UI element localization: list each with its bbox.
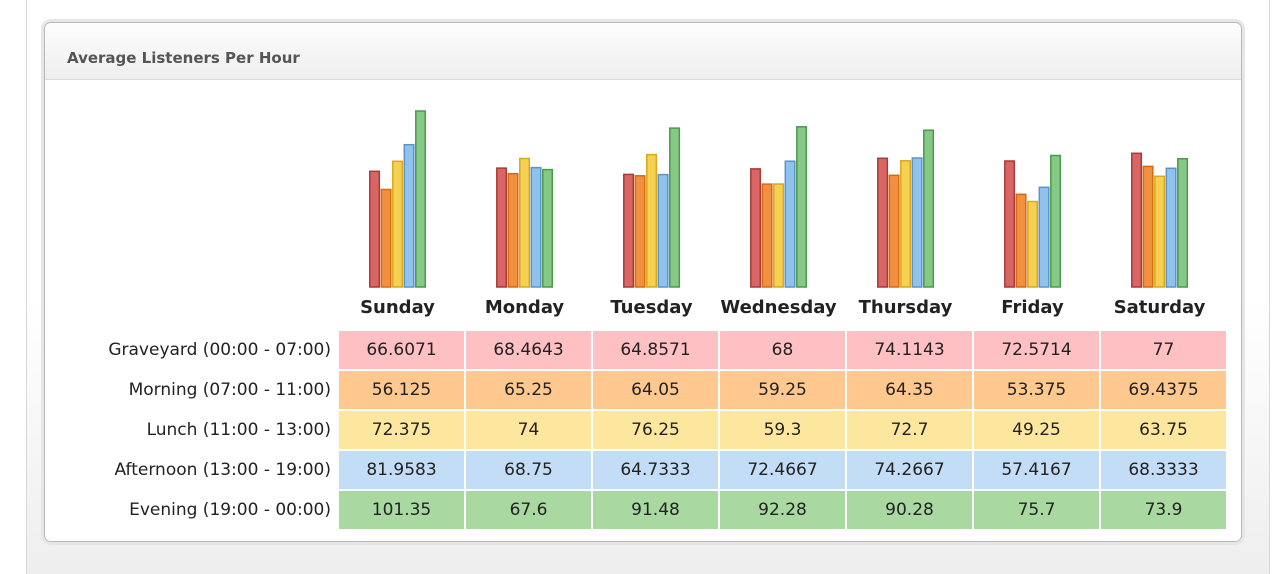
- bar-wednesday-0: [750, 168, 762, 288]
- bar-friday-3: [1038, 186, 1050, 288]
- bar-monday-4: [542, 168, 554, 288]
- table-cell-saturday: 73.9: [1100, 490, 1228, 531]
- table-row: Afternoon (13:00 - 19:00) 81.9583 68.75 64.…: [77, 450, 1228, 491]
- bar-wednesday-1: [761, 183, 773, 288]
- table-cell-monday: 65.25: [465, 370, 593, 411]
- table-cell-friday: 49.25: [973, 410, 1101, 451]
- category-label-sunday: Sunday: [360, 297, 435, 318]
- bar-friday-2: [1027, 200, 1039, 288]
- row-label: Evening (19:00 - 00:00): [77, 490, 339, 531]
- table-cell-friday: 72.5714: [973, 331, 1101, 371]
- table-cell-wednesday: 59.25: [719, 370, 847, 411]
- row-label: Afternoon (13:00 - 19:00): [77, 450, 339, 491]
- bar-saturday-3: [1165, 167, 1177, 288]
- table-cell-friday: 75.7: [973, 490, 1101, 531]
- table-cell-saturday: 68.3333: [1100, 450, 1228, 491]
- bar-sunday-0: [369, 170, 381, 288]
- bar-saturday-0: [1131, 152, 1143, 288]
- bar-friday-4: [1050, 154, 1062, 288]
- table-cell-sunday: 56.125: [338, 370, 466, 411]
- bar-tuesday-2: [646, 153, 658, 288]
- table-cell-sunday: 81.9583: [338, 450, 466, 491]
- category-label-tuesday: Tuesday: [610, 297, 693, 318]
- bar-sunday-4: [415, 110, 427, 288]
- table-cell-thursday: 64.35: [846, 370, 974, 411]
- bar-wednesday-2: [773, 183, 785, 288]
- bar-thursday-4: [923, 129, 935, 288]
- table-cell-saturday: 77: [1100, 331, 1228, 371]
- table-cell-friday: 53.375: [973, 370, 1101, 411]
- panel-header: Average Listeners Per Hour: [45, 23, 1241, 80]
- table-cell-sunday: 101.35: [338, 490, 466, 531]
- table-cell-wednesday: 72.4667: [719, 450, 847, 491]
- bar-wednesday-3: [784, 160, 796, 288]
- row-label: Lunch (11:00 - 13:00): [77, 410, 339, 451]
- table-cell-thursday: 74.2667: [846, 450, 974, 491]
- table-cell-saturday: 69.4375: [1100, 370, 1228, 411]
- bar-saturday-4: [1177, 157, 1189, 288]
- bar-tuesday-4: [669, 127, 681, 288]
- bar-saturday-1: [1142, 165, 1154, 288]
- category-label-thursday: Thursday: [859, 297, 953, 318]
- bar-monday-2: [519, 157, 531, 288]
- bar-sunday-1: [380, 188, 392, 288]
- row-label: Graveyard (00:00 - 07:00): [77, 331, 339, 371]
- panel-title: Average Listeners Per Hour: [67, 49, 300, 67]
- table-cell-monday: 68.75: [465, 450, 593, 491]
- listeners-bar-chart: Sunday Monday Tuesday Wednesday Thursday Frid…: [360, 110, 1206, 318]
- table-cell-monday: 67.6: [465, 490, 593, 531]
- table-row: Graveyard (00:00 - 07:00) 66.6071 68.4643 6…: [77, 331, 1228, 371]
- bar-thursday-3: [911, 157, 923, 288]
- row-label: Morning (07:00 - 11:00): [77, 370, 339, 411]
- category-label-wednesday: Wednesday: [720, 297, 837, 318]
- bar-sunday-3: [403, 143, 415, 288]
- bar-thursday-0: [877, 157, 889, 288]
- bar-monday-0: [496, 167, 508, 288]
- table-cell-sunday: 72.375: [338, 410, 466, 451]
- bar-thursday-2: [900, 160, 912, 288]
- table-cell-sunday: 66.6071: [338, 331, 466, 371]
- table-cell-wednesday: 92.28: [719, 490, 847, 531]
- bar-monday-1: [507, 172, 519, 288]
- table-cell-saturday: 63.75: [1100, 410, 1228, 451]
- category-label-friday: Friday: [1001, 297, 1064, 318]
- table-row: Lunch (11:00 - 13:00) 72.375 74 76.25 59.3 72…: [77, 410, 1228, 451]
- bar-tuesday-3: [657, 173, 669, 288]
- bar-thursday-1: [888, 174, 900, 288]
- category-label-monday: Monday: [485, 297, 565, 318]
- table-cell-monday: 68.4643: [465, 331, 593, 371]
- bar-friday-1: [1015, 193, 1027, 288]
- table-cell-friday: 57.4167: [973, 450, 1101, 491]
- bar-friday-0: [1004, 160, 1016, 288]
- panel-body: Sunday Monday Tuesday Wednesday Thursday Frid…: [45, 80, 1241, 541]
- table-cell-wednesday: 59.3: [719, 410, 847, 451]
- bar-wednesday-4: [796, 126, 808, 288]
- bar-monday-3: [530, 166, 542, 288]
- table-row: Evening (19:00 - 00:00) 101.35 67.6 91.48 92…: [77, 490, 1228, 531]
- table-cell-thursday: 90.28: [846, 490, 974, 531]
- table-cell-tuesday: 64.05: [592, 370, 720, 411]
- table-cell-tuesday: 91.48: [592, 490, 720, 531]
- category-label-saturday: Saturday: [1114, 297, 1206, 318]
- listeners-table: Graveyard (00:00 - 07:00) 66.6071 68.4643 6…: [77, 331, 1228, 531]
- bar-tuesday-1: [634, 175, 646, 288]
- bar-sunday-2: [392, 160, 404, 288]
- bar-tuesday-0: [623, 173, 635, 288]
- table-cell-wednesday: 68: [719, 331, 847, 371]
- table-cell-thursday: 74.1143: [846, 331, 974, 371]
- table-cell-tuesday: 64.8571: [592, 331, 720, 371]
- table-row: Morning (07:00 - 11:00) 56.125 65.25 64.05 5…: [77, 370, 1228, 411]
- table-cell-thursday: 72.7: [846, 410, 974, 451]
- listeners-panel: Average Listeners Per Hour Sunday Monday T…: [44, 22, 1242, 542]
- table-cell-monday: 74: [465, 410, 593, 451]
- table-cell-tuesday: 76.25: [592, 410, 720, 451]
- bar-saturday-2: [1154, 175, 1166, 288]
- table-cell-tuesday: 64.7333: [592, 450, 720, 491]
